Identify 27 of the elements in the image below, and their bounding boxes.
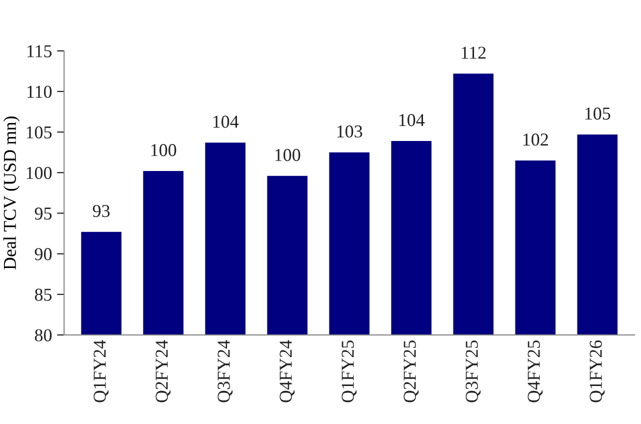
x-tick-label: Q1FY26: [590, 340, 605, 402]
data-label: 100: [151, 144, 176, 156]
y-tick-label: 95: [34, 208, 52, 220]
data-label: 100: [275, 148, 300, 162]
x-tick-label: Q3FY25: [466, 340, 481, 402]
y-tick-label: 80: [34, 329, 52, 342]
x-tick-label: Q1FY25: [342, 340, 357, 402]
x-tick-label: Q3FY24: [218, 340, 233, 402]
x-tick-label: Q2FY25: [404, 340, 419, 402]
y-tick-label: 105: [26, 126, 52, 138]
data-label: 105: [585, 108, 610, 120]
data-label: 104: [213, 116, 239, 128]
y-tick-label: 100: [26, 166, 52, 180]
data-label: 112: [462, 46, 486, 59]
y-tick-label: 110: [27, 86, 52, 98]
x-tick-label: Q4FY25: [528, 340, 543, 402]
x-tick-label: Q4FY24: [280, 340, 295, 402]
data-label: 104: [399, 114, 425, 126]
x-tick-label: Q1FY24: [94, 340, 109, 402]
data-label: 103: [337, 125, 362, 138]
data-label: 102: [523, 133, 548, 146]
y-tick-label: 115: [27, 45, 52, 58]
data-label: 93: [92, 204, 110, 218]
x-tick-label: Q2FY24: [156, 340, 171, 402]
y-tick-label: 90: [34, 248, 52, 260]
y-tick-label: 85: [34, 288, 52, 301]
y-axis-title: Deal TCV (USD mn): [3, 116, 20, 270]
